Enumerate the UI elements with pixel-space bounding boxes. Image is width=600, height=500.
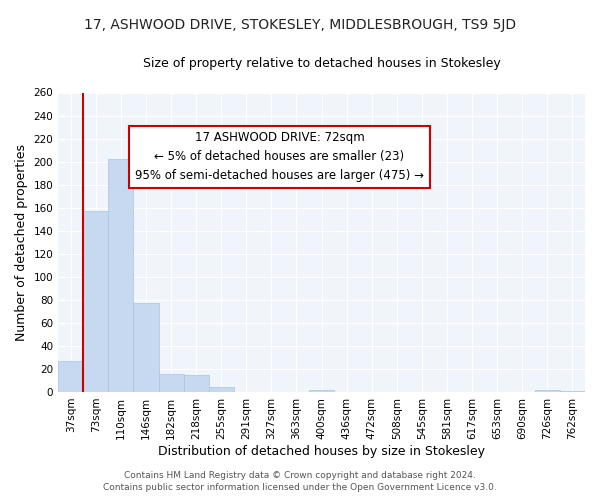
Bar: [158, 374, 184, 392]
Text: Contains HM Land Registry data © Crown copyright and database right 2024.
Contai: Contains HM Land Registry data © Crown c…: [103, 471, 497, 492]
Bar: [109, 160, 133, 392]
Y-axis label: Number of detached properties: Number of detached properties: [15, 144, 28, 340]
Bar: [184, 374, 209, 392]
Bar: [309, 390, 334, 392]
Title: Size of property relative to detached houses in Stokesley: Size of property relative to detached ho…: [143, 58, 500, 70]
Bar: [83, 211, 109, 392]
Text: 17 ASHWOOD DRIVE: 72sqm
← 5% of detached houses are smaller (23)
95% of semi-det: 17 ASHWOOD DRIVE: 72sqm ← 5% of detached…: [135, 132, 424, 182]
Bar: [209, 388, 234, 392]
Text: 17, ASHWOOD DRIVE, STOKESLEY, MIDDLESBROUGH, TS9 5JD: 17, ASHWOOD DRIVE, STOKESLEY, MIDDLESBRO…: [84, 18, 516, 32]
Bar: [58, 361, 83, 392]
Bar: [560, 391, 585, 392]
X-axis label: Distribution of detached houses by size in Stokesley: Distribution of detached houses by size …: [158, 444, 485, 458]
Bar: [535, 390, 560, 392]
Bar: [133, 304, 158, 392]
